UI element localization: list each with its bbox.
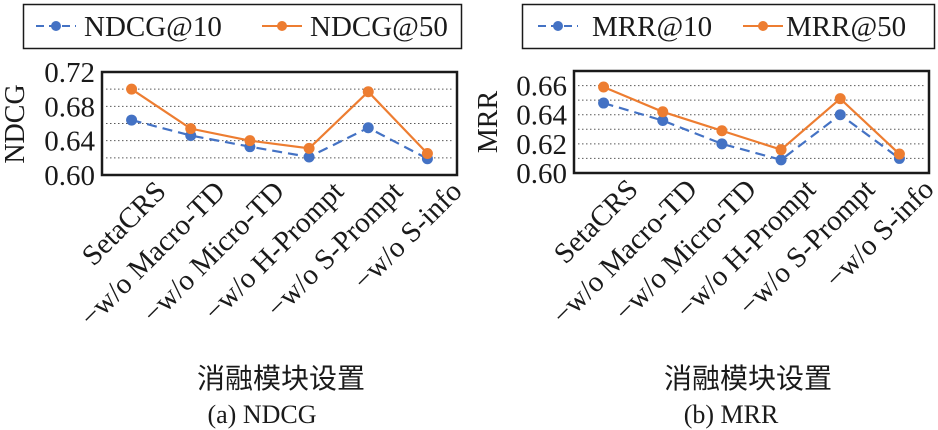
y-tick-label: 0.60: [516, 158, 567, 190]
data-point[interactable]: [657, 106, 669, 118]
legend-marker-icon: [758, 21, 768, 31]
y-tick-labels: 0.600.640.680.72: [44, 57, 95, 192]
data-point[interactable]: [598, 97, 610, 109]
data-point[interactable]: [126, 114, 138, 126]
x-tick-labels: SetaCRS−w/o Macro-TD−w/o Micro-TD−w/o H-…: [546, 173, 938, 331]
y-axis-title: NDCG: [0, 84, 31, 163]
panel-caption: (b) MRR: [684, 400, 779, 429]
data-point[interactable]: [126, 83, 138, 95]
data-point[interactable]: [893, 148, 905, 160]
mrr-panel: MRR@10 MRR@50 MRR 0.600.620.640.66 SetaC…: [473, 3, 938, 429]
series-line-NDCG@10: [131, 119, 428, 160]
data-point[interactable]: [834, 109, 846, 121]
y-tick-label: 0.66: [516, 71, 567, 103]
y-tick-labels: 0.600.620.640.66: [516, 71, 567, 190]
panel-caption: (a) NDCG: [207, 400, 316, 429]
legend: MRR@10 MRR@50: [521, 3, 936, 50]
legend-label: NDCG@50: [310, 11, 448, 43]
legend-label: MRR@50: [786, 11, 906, 43]
gridlines: [106, 88, 453, 159]
data-point[interactable]: [421, 148, 433, 160]
legend-item-series-1[interactable]: MRR@50: [743, 11, 906, 43]
y-tick-label: 0.68: [44, 91, 95, 123]
ndcg-panel: NDCG@10 NDCG@50 NDCG 0.600.640.680.72 Se…: [0, 3, 468, 429]
series-line-MRR@50: [603, 86, 901, 155]
y-tick-label: 0.60: [44, 160, 95, 192]
legend-item-series-0[interactable]: NDCG@10: [36, 11, 222, 43]
data-point[interactable]: [716, 138, 728, 150]
data-point[interactable]: [362, 122, 374, 134]
data-point[interactable]: [775, 144, 787, 156]
legend-box: [22, 3, 463, 50]
legend-marker-icon: [277, 21, 287, 31]
data-point[interactable]: [775, 154, 787, 166]
x-axis-title: 消融模块设置: [197, 362, 365, 395]
series-layer: [598, 81, 905, 166]
y-tick-label: 0.64: [44, 126, 95, 158]
y-tick-label: 0.64: [516, 100, 567, 132]
data-point[interactable]: [362, 86, 374, 98]
data-point[interactable]: [244, 135, 256, 147]
legend-item-series-0[interactable]: MRR@10: [538, 11, 712, 43]
legend-box: [521, 3, 936, 50]
data-point[interactable]: [834, 93, 846, 105]
y-tick-label: 0.62: [516, 129, 567, 161]
plot-area-border: [100, 70, 459, 177]
y-axis-title: MRR: [473, 91, 504, 154]
data-point[interactable]: [303, 151, 315, 163]
data-point[interactable]: [185, 123, 197, 135]
x-axis-title: 消融模块设置: [664, 362, 832, 395]
legend-marker-icon: [51, 21, 61, 31]
x-tick-labels: SetaCRS−w/o Macro-TD−w/o Micro-TD−w/o H-…: [74, 175, 468, 333]
legend-item-series-1[interactable]: NDCG@50: [262, 11, 448, 43]
legend-label: MRR@10: [592, 11, 712, 43]
y-tick-label: 0.72: [44, 57, 95, 89]
series-layer: [126, 83, 433, 165]
legend: NDCG@10 NDCG@50: [22, 3, 463, 50]
series-line-NDCG@50: [130, 88, 429, 155]
gridlines: [578, 85, 925, 159]
data-point[interactable]: [657, 115, 669, 127]
legend-marker-icon: [553, 21, 563, 31]
plot-area-border: [572, 69, 931, 175]
data-point[interactable]: [303, 142, 315, 154]
data-point[interactable]: [716, 125, 728, 137]
data-point[interactable]: [598, 81, 610, 93]
legend-label: NDCG@10: [84, 11, 222, 43]
series-line-MRR@10: [603, 102, 901, 162]
